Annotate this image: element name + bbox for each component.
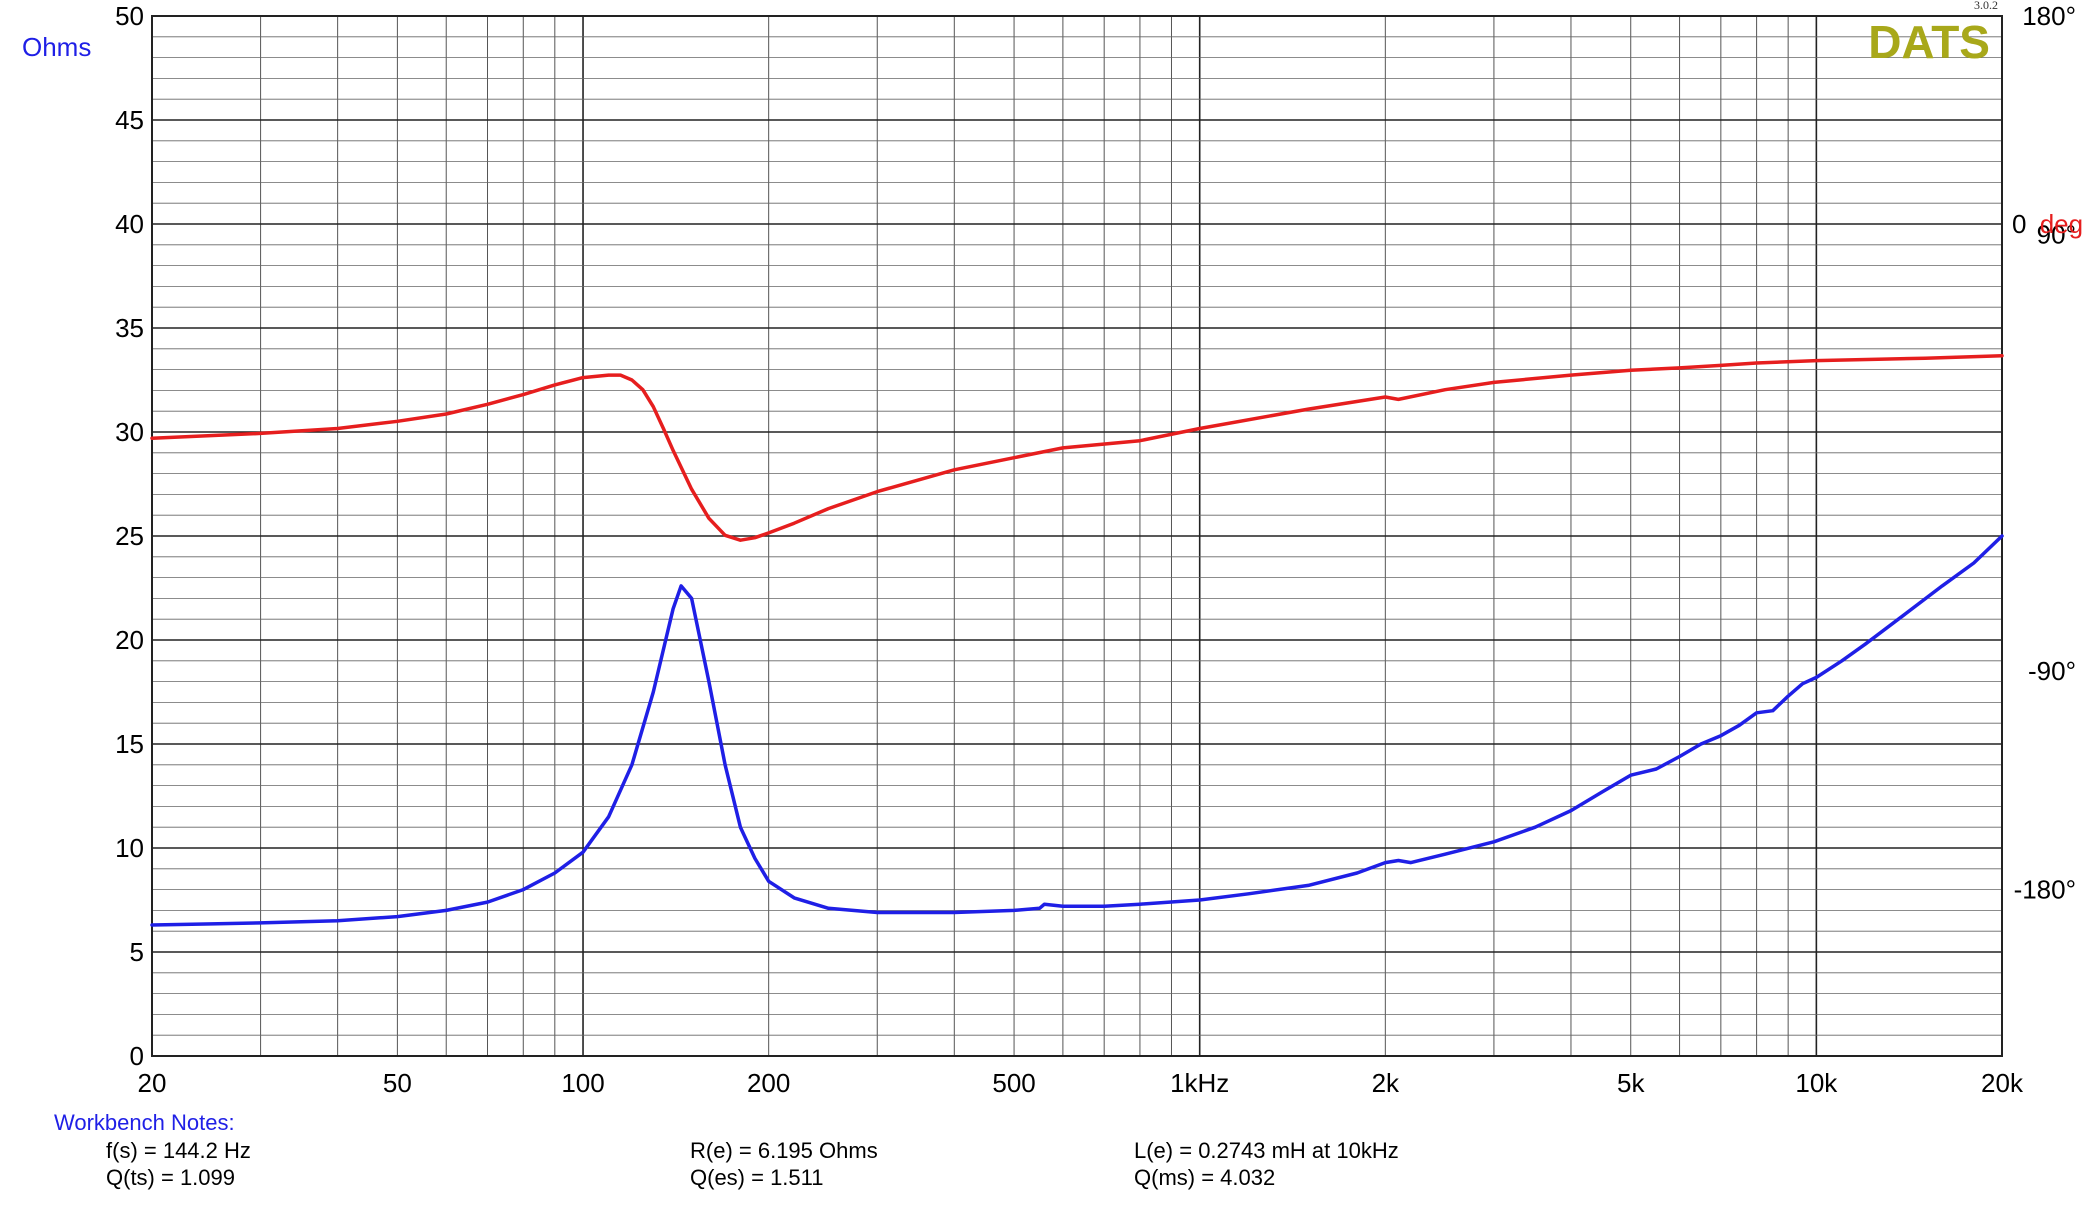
y2-tick-label: 180° [2022, 1, 2076, 31]
note-re: R(e) = 6.195 Ohms [690, 1138, 878, 1163]
x-tick-label: 5k [1617, 1068, 1645, 1098]
note-qes: Q(es) = 1.511 [690, 1165, 824, 1190]
y-tick-label: 50 [115, 1, 144, 31]
right-axis-deg: deg [2040, 209, 2083, 239]
x-tick-label: 2k [1372, 1068, 1400, 1098]
workbench-notes-title: Workbench Notes: [54, 1110, 235, 1135]
y-tick-label: 0 [130, 1041, 144, 1071]
y-tick-label: 40 [115, 209, 144, 239]
x-tick-label: 20k [1981, 1068, 2024, 1098]
x-tick-label: 200 [747, 1068, 790, 1098]
x-tick-label: 50 [383, 1068, 412, 1098]
y-tick-label: 35 [115, 313, 144, 343]
y-tick-label: 10 [115, 833, 144, 863]
y-tick-label: 45 [115, 105, 144, 135]
x-tick-label: 100 [561, 1068, 604, 1098]
x-tick-label: 500 [992, 1068, 1035, 1098]
y-tick-label: 20 [115, 625, 144, 655]
y-tick-labels: 0 5 10 15 20 25 30 35 40 45 50 [115, 1, 144, 1071]
y2-tick-label: -180° [2014, 875, 2076, 905]
y2-tick-label: 90° [2037, 219, 2076, 249]
x-tick-label: 20 [138, 1068, 167, 1098]
x-tick-label: 1kHz [1170, 1068, 1229, 1098]
dats-logo: DATS [1868, 16, 1990, 68]
note-qts: Q(ts) = 1.099 [106, 1165, 236, 1190]
y-tick-label: 30 [115, 417, 144, 447]
y2-tick-label: -90° [2028, 656, 2076, 686]
y-tick-label: 5 [130, 937, 144, 967]
phase-series-line [150, 353, 2004, 542]
right-axis-zero: 0 [2012, 209, 2026, 239]
note-fs: f(s) = 144.2 Hz [106, 1138, 251, 1163]
x-tick-labels: 20 50 100 200 500 1kHz 2k 5k 10k 20k [138, 1068, 2024, 1098]
y-tick-label: 25 [115, 521, 144, 551]
grid [151, 15, 2003, 1057]
note-qms: Q(ms) = 4.032 [1134, 1165, 1276, 1190]
left-axis-title: Ohms [22, 32, 91, 62]
y-tick-label: 15 [115, 729, 144, 759]
right-axis-unit: 0 deg [2012, 209, 2083, 239]
note-le: L(e) = 0.2743 mH at 10kHz [1134, 1138, 1399, 1163]
y2-tick-labels: 180° 90° -90° -180° [2014, 1, 2076, 905]
version-label: 3.0.2 [1974, 0, 1998, 12]
impedance-series-line [150, 534, 2004, 927]
x-tick-label: 10k [1795, 1068, 1838, 1098]
